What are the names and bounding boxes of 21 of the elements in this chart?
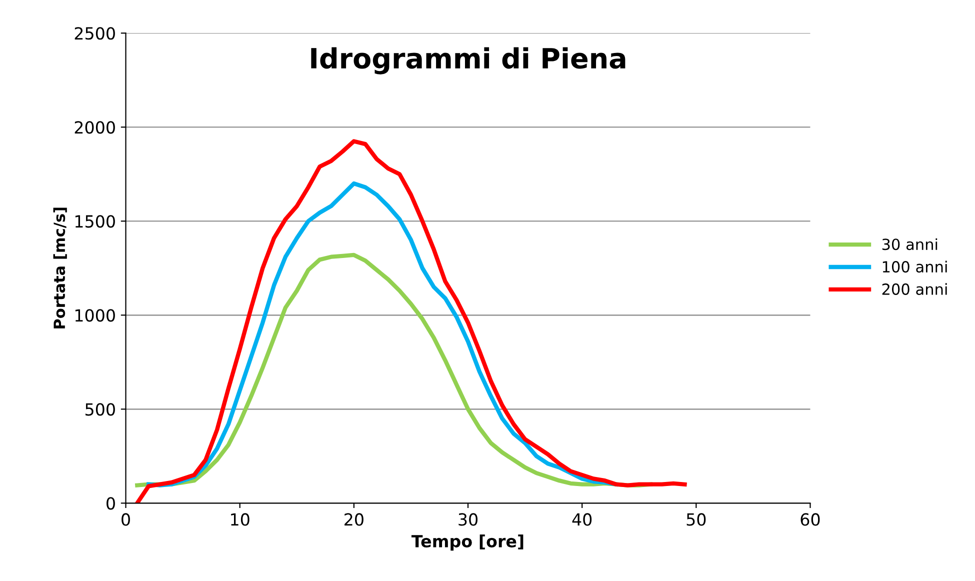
y-tick-label: 1500 (75, 215, 115, 228)
chart-title: Idrogrammi di Piena (311, 47, 626, 74)
x-tick-label: 10 (231, 513, 250, 526)
line-series (135, 139, 687, 504)
y-tick-label: 0 (106, 497, 115, 510)
x-tick-label: 40 (572, 513, 592, 526)
legend-label: 30 anni (882, 238, 938, 250)
y-axis-title: Portata [mc/s] (53, 208, 67, 328)
line-series (146, 181, 618, 488)
x-tick-label: 30 (458, 513, 478, 526)
legend-label: 200 anni (882, 283, 947, 295)
x-tick-label: 60 (800, 513, 820, 526)
y-tick-label: 2500 (74, 27, 115, 40)
x-axis-title: Tempo [ore] (411, 534, 524, 551)
y-tick-label: 500 (86, 403, 115, 416)
legend-label: 100 anni (882, 260, 947, 273)
x-tick-label: 20 (344, 513, 364, 526)
x-tick-label: 50 (686, 513, 706, 526)
y-tick-label: 2000 (74, 121, 115, 134)
y-tick-label: 1000 (75, 309, 115, 322)
x-tick-label: 0 (122, 513, 130, 526)
